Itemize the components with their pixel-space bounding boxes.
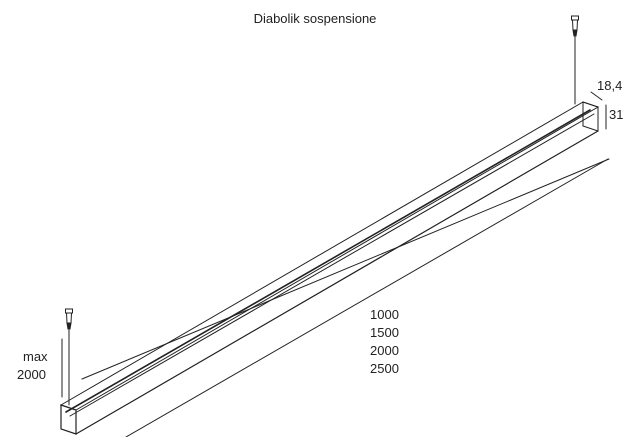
bar-front-face <box>60 404 77 435</box>
profile-width-label: 18,4 <box>597 78 623 93</box>
length-dimension <box>81 158 610 437</box>
bar-bottom-edge <box>75 130 599 435</box>
length-options: 1000 1500 2000 2500 <box>370 306 399 378</box>
diffuser-line-1 <box>65 109 591 413</box>
length-option: 1000 <box>370 307 399 322</box>
length-option: 2000 <box>370 343 399 358</box>
length-option: 1500 <box>370 325 399 340</box>
length-option: 2500 <box>370 361 399 376</box>
bar-top-face <box>59 101 600 411</box>
luminaire-body <box>59 101 600 435</box>
profile-dimensions <box>61 91 607 398</box>
page-title: Diabolik sospensione <box>253 11 377 26</box>
suspension-right <box>571 15 579 105</box>
suspension-left <box>65 308 73 406</box>
diffuser-line-2 <box>69 113 595 417</box>
max-drop-value: 2000 <box>17 367 46 382</box>
width-tick <box>590 91 603 101</box>
profile-height-label: 31 <box>609 107 624 122</box>
max-drop-label: max <box>23 349 48 364</box>
